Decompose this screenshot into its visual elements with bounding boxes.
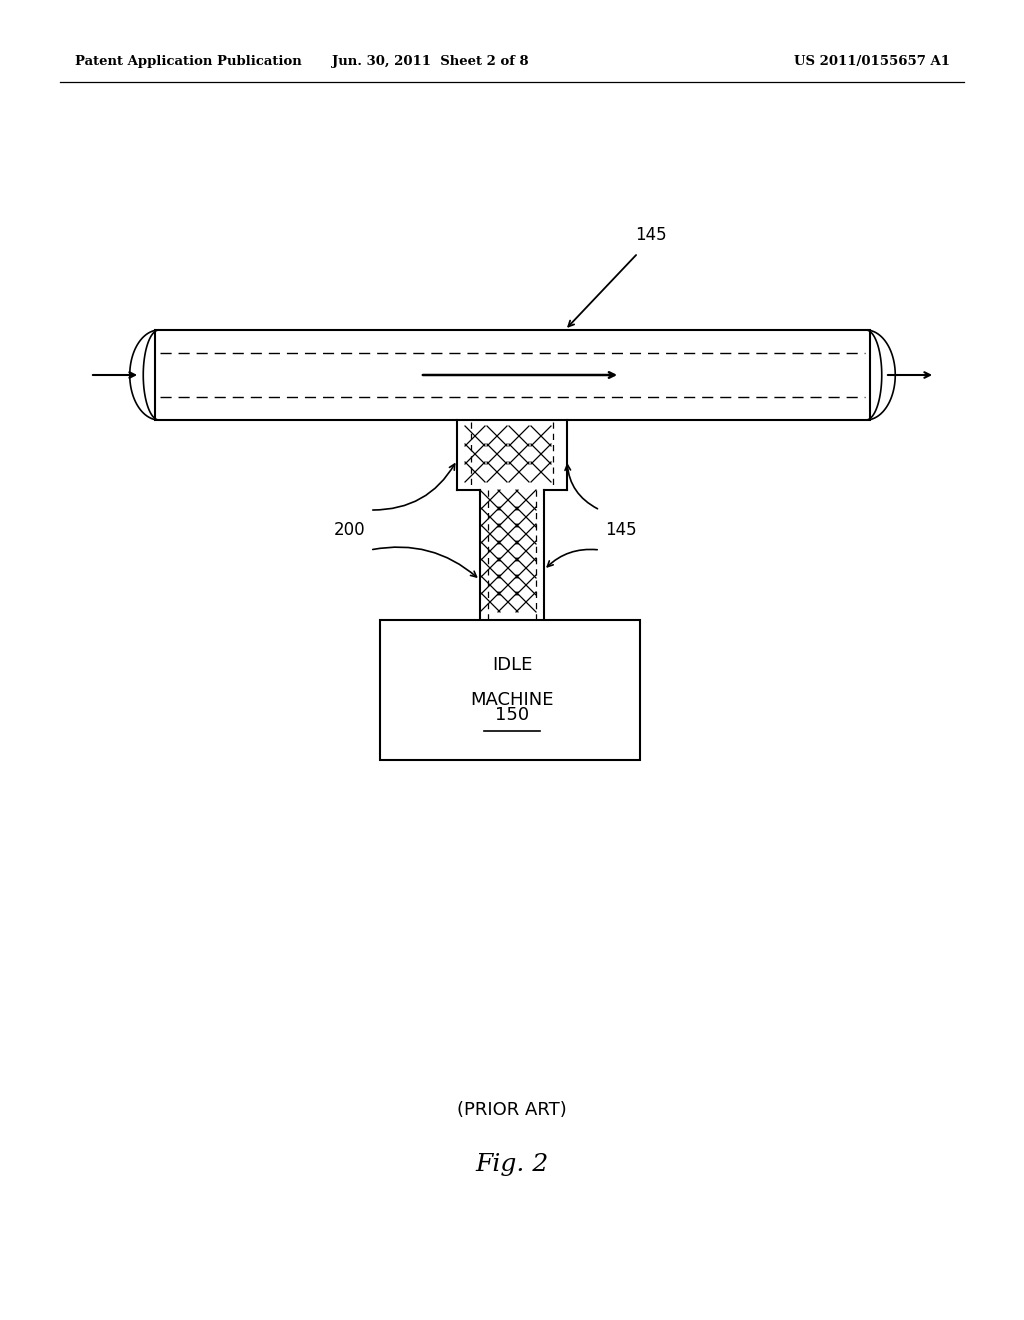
Text: (PRIOR ART): (PRIOR ART) (457, 1101, 567, 1119)
Bar (481, 490, 543, 620)
Text: 150: 150 (495, 706, 529, 723)
Bar (380, 620, 640, 760)
Bar (155, 330, 870, 420)
Text: 200: 200 (334, 521, 365, 539)
Bar (458, 421, 566, 490)
Text: US 2011/0155657 A1: US 2011/0155657 A1 (794, 55, 950, 69)
Text: Jun. 30, 2011  Sheet 2 of 8: Jun. 30, 2011 Sheet 2 of 8 (332, 55, 528, 69)
Text: 145: 145 (605, 521, 637, 539)
Text: Patent Application Publication: Patent Application Publication (75, 55, 302, 69)
Text: MACHINE: MACHINE (470, 690, 554, 709)
Text: Fig. 2: Fig. 2 (475, 1154, 549, 1176)
Text: IDLE: IDLE (492, 656, 532, 675)
Text: 145: 145 (635, 226, 667, 244)
